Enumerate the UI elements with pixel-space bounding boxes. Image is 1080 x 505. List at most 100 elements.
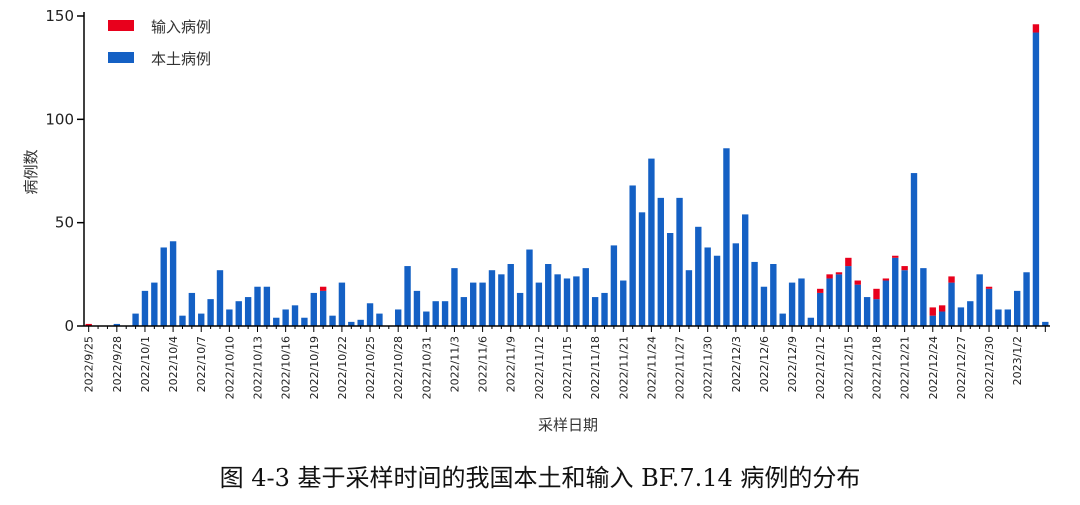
x-tick-label: 2022/11/30 [702, 336, 715, 399]
x-tick-label: 2022/10/19 [308, 336, 321, 399]
bar-local [460, 297, 468, 326]
bar-local [826, 278, 833, 326]
x-tick-label: 2022/11/12 [533, 336, 546, 399]
bar-local [620, 280, 627, 326]
bar-local [685, 270, 693, 326]
bar-local [216, 270, 224, 326]
x-tick-label: 2022/12/15 [842, 336, 855, 399]
legend-label-imported: 输入病例 [151, 18, 211, 36]
bar-imported [985, 286, 993, 289]
bar-local [535, 282, 543, 326]
bar-local [573, 276, 580, 326]
x-tick-label: 2022/10/1 [139, 336, 152, 392]
x-tick-label: 2022/12/21 [899, 336, 912, 399]
bar-local [948, 282, 955, 326]
x-tick-label: 2022/10/13 [252, 336, 265, 399]
bar-imported [854, 280, 861, 285]
bar-local [591, 297, 599, 326]
bar-imported [85, 323, 92, 326]
x-tick-label: 2022/12/9 [786, 336, 799, 392]
bar-local [1023, 272, 1030, 326]
bar-imported [319, 286, 327, 291]
x-tick-label: 2022/11/6 [477, 336, 490, 392]
bar-local [798, 278, 805, 326]
bar-local [151, 282, 158, 326]
y-tick-label: 50 [55, 214, 74, 232]
bar-local [498, 274, 505, 326]
bar-local [601, 292, 608, 326]
figure-caption: 图 4-3 基于采样时间的我国本土和输入 BF.7.14 病例的分布 [219, 464, 861, 492]
bar-local [169, 241, 177, 326]
bar-local [835, 274, 843, 326]
bar-imported [938, 305, 946, 312]
bar-imported [901, 266, 908, 271]
x-tick-label: 2022/12/18 [871, 336, 884, 399]
x-axis-title: 采样日期 [538, 416, 598, 434]
bar-local [657, 197, 664, 326]
x-tick-label: 2022/9/28 [111, 336, 124, 392]
bar-local [929, 315, 936, 326]
bar-local [817, 292, 824, 326]
bar-local [404, 266, 411, 326]
bar-local [732, 243, 740, 326]
bar-local [310, 292, 317, 326]
bar-imported [1032, 24, 1040, 33]
bar-local [1042, 321, 1049, 326]
x-axis: 2022/9/25 2022/9/28 2022/10/1 2022/10/4 2022… [83, 325, 1050, 399]
bar-local [395, 309, 402, 326]
bar-local [451, 268, 458, 326]
x-tick-label: 2022/11/27 [674, 336, 687, 399]
bar-imported [826, 274, 833, 279]
bar-local [723, 148, 730, 326]
bar-local [479, 282, 486, 326]
bar-imported [873, 288, 880, 300]
bar-local [376, 313, 383, 326]
x-tick-label: 2022/10/25 [364, 336, 377, 399]
bar-local [235, 301, 242, 326]
bar-local [470, 282, 477, 326]
bar-local [995, 309, 1002, 326]
bar-local [563, 278, 571, 326]
bar-local [713, 255, 721, 326]
bar-local [770, 264, 777, 326]
bar-imported [845, 257, 852, 267]
bar-local [545, 264, 552, 326]
bar-local [207, 299, 214, 326]
bar-local [910, 173, 918, 326]
x-tick-label: 2022/12/27 [955, 336, 968, 399]
bar-imported [835, 272, 843, 275]
bar-local [1032, 32, 1040, 326]
bar-local [432, 301, 439, 326]
bar-local [648, 158, 655, 326]
x-tick-label: 2022/10/16 [280, 336, 293, 399]
bar-local [423, 311, 430, 326]
bar-local [873, 299, 880, 326]
bar-local [629, 185, 636, 326]
bar-local [507, 264, 514, 326]
bar-local [357, 319, 364, 326]
bar-local [188, 292, 196, 326]
bar-local [920, 268, 927, 326]
bar-local [141, 290, 149, 326]
bar-local [244, 297, 252, 326]
legend: 输入病例 本土病例 [108, 18, 211, 68]
y-axis: 0 50 100 150 [45, 7, 85, 335]
bar-local [301, 317, 308, 326]
bar-local [779, 313, 786, 326]
x-tick-label: 2022/11/18 [589, 336, 602, 399]
bar-imported [882, 278, 890, 281]
bar-local [676, 197, 683, 326]
x-tick-label: 2022/12/6 [758, 336, 771, 392]
bar-local [413, 290, 421, 326]
bar-local [348, 321, 355, 326]
bar-local [882, 280, 890, 326]
x-tick-label: 2022/11/9 [505, 336, 518, 392]
bar-local [113, 323, 121, 326]
x-tick-label: 2022/12/24 [927, 336, 940, 399]
x-tick-label: 2022/12/12 [814, 336, 827, 399]
bar-local [976, 274, 983, 326]
x-tick-label: 2022/10/4 [167, 336, 180, 392]
x-tick-label: 2022/11/21 [617, 336, 630, 399]
bar-local [957, 307, 965, 326]
bar-local [807, 317, 815, 326]
